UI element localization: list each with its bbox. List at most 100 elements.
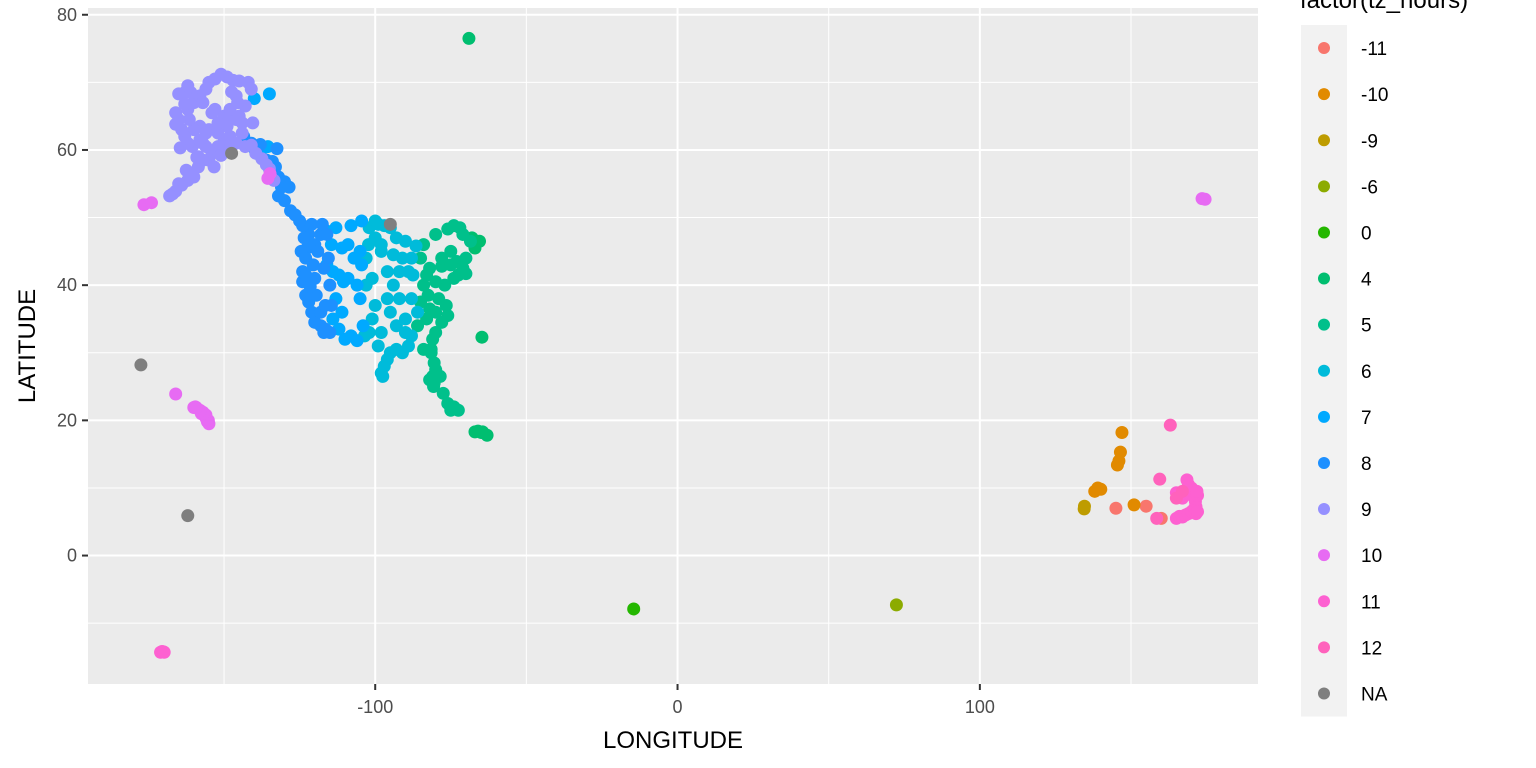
y-tick-label: 0 [67,546,77,566]
data-point [335,241,349,255]
legend-key [1318,226,1330,239]
data-point [1163,418,1177,432]
data-point [246,116,260,130]
data-point [441,222,455,236]
data-point [189,401,203,415]
data-point [338,332,352,346]
legend-key [1318,503,1330,516]
data-point [324,298,338,312]
data-point [420,312,434,326]
data-point [335,305,349,319]
data-point [1110,458,1124,472]
data-point [474,426,488,440]
data-point [380,265,394,279]
data-point [392,292,406,306]
data-point [398,312,412,326]
data-point [231,96,245,110]
legend-key [1318,549,1330,562]
legend-key [1318,88,1330,101]
data-point [214,148,228,162]
data-point [1153,472,1167,486]
y-tick-label: 20 [57,410,77,430]
legend-label: 6 [1361,362,1372,383]
legend-key [1318,272,1330,285]
data-point [207,160,221,174]
data-point [427,356,441,370]
data-point [433,369,447,383]
data-point [389,319,403,333]
data-point [627,602,641,616]
data-point [365,312,379,326]
y-tick-label: 80 [57,5,77,25]
data-point [376,369,390,383]
data-point [323,325,337,339]
x-tick-label: 100 [965,697,995,717]
data-point [294,244,308,258]
data-point [1127,498,1141,512]
data-point [386,278,400,292]
data-point [350,278,364,292]
data-point [371,339,385,353]
data-point [444,258,458,272]
data-point [380,353,394,367]
data-point [421,288,435,302]
legend-key [1318,134,1330,147]
data-point [417,278,431,292]
data-point [359,278,373,292]
data-point [423,302,437,316]
legend-label: NA [1361,684,1388,705]
data-point [311,244,325,258]
data-point [196,96,210,110]
data-point [282,180,296,194]
data-point [414,251,428,265]
data-point [169,387,183,401]
legend-title: factor(tz_hours) [1300,0,1468,14]
data-point [356,319,370,333]
legend-label: -6 [1361,177,1378,198]
data-point [435,251,449,265]
legend-key [1318,410,1330,423]
data-point [374,325,388,339]
data-point [1198,192,1212,206]
data-point [459,251,473,265]
data-point [344,219,358,233]
data-point [398,325,412,339]
data-point [1190,484,1204,498]
legend-items: -11 -10 -9 -6 0 4 5 6 7 8 9 10 11 12 NA [1318,39,1388,705]
data-point [144,196,158,210]
data-point [317,261,331,275]
data-point [404,251,418,265]
data-point [326,312,340,326]
data-point [1150,511,1164,525]
data-point [411,305,425,319]
data-point [435,315,449,329]
legend-label: 8 [1361,454,1372,475]
legend-label: -11 [1361,39,1387,60]
y-tick-label: 60 [57,140,77,160]
data-point [173,141,187,155]
legend-label: 7 [1361,408,1372,429]
legend-label: 4 [1361,270,1372,291]
x-axis-title: LONGITUDE [603,727,743,754]
data-point [462,31,476,45]
data-point [297,231,311,245]
data-point [383,217,397,231]
data-point [181,79,195,93]
data-point [401,339,415,353]
data-point [392,265,406,279]
data-point [320,227,334,241]
data-point [368,298,382,312]
data-point [889,598,903,612]
data-point [1180,473,1194,487]
data-point [427,380,441,394]
data-point [1077,502,1091,516]
data-point [211,116,225,130]
data-point [225,146,239,160]
data-point [191,150,205,164]
data-point [225,85,239,99]
legend-key [1318,42,1330,55]
data-point [262,87,276,101]
legend-label: 0 [1361,223,1372,244]
data-point [235,116,249,130]
data-point [1094,482,1108,496]
